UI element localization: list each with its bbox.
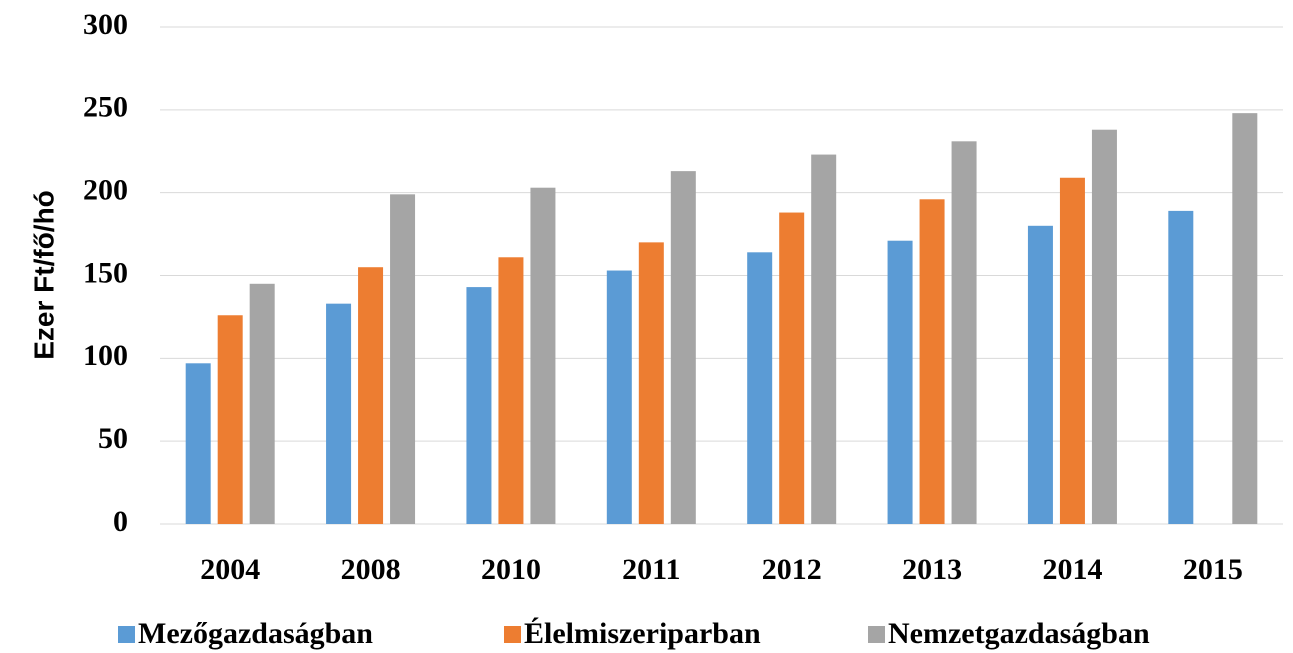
- y-tick-label: 50: [98, 422, 128, 455]
- y-tick-label: 150: [83, 256, 128, 289]
- bar: [390, 194, 416, 524]
- y-tick-label: 0: [113, 505, 128, 538]
- legend-swatch: [118, 626, 135, 643]
- bar: [498, 257, 524, 524]
- bar: [638, 242, 664, 524]
- bar: [919, 199, 945, 524]
- legend-swatch: [868, 626, 885, 643]
- bar: [670, 171, 696, 524]
- bar: [747, 252, 773, 524]
- legend-swatch: [504, 626, 521, 643]
- bar: [1027, 225, 1053, 525]
- x-tick-label: 2010: [481, 553, 541, 586]
- bar: [326, 303, 352, 524]
- bar: [1232, 113, 1258, 524]
- x-tick-label: 2012: [762, 553, 822, 586]
- bar: [811, 154, 837, 524]
- bar: [530, 187, 556, 525]
- x-tick-label: 2014: [1042, 553, 1102, 586]
- bar: [249, 283, 275, 524]
- bar: [466, 287, 492, 524]
- bar: [1059, 177, 1085, 525]
- legend-label: Élelmiszeriparban: [524, 617, 761, 650]
- bar: [185, 363, 211, 524]
- bar: [779, 212, 805, 524]
- y-tick-label: 250: [83, 91, 128, 124]
- x-tick-label: 2004: [200, 553, 260, 586]
- legend-label: Mezőgazdaságban: [138, 617, 373, 650]
- x-tick-label: 2015: [1183, 553, 1243, 586]
- bar: [1168, 210, 1194, 524]
- x-tick-label: 2008: [341, 553, 401, 586]
- y-tick-label: 300: [83, 8, 128, 41]
- x-tick-label: 2011: [622, 553, 680, 586]
- x-tick-label: 2013: [902, 553, 962, 586]
- bar: [1091, 129, 1117, 525]
- bar: [951, 141, 977, 524]
- y-tick-label: 200: [83, 174, 128, 207]
- y-axis-title: Ezer Ft/fő/hó: [28, 190, 59, 360]
- bar: [358, 267, 384, 524]
- bar: [217, 315, 243, 524]
- bar: [887, 240, 913, 524]
- legend-label: Nemzetgazdaságban: [888, 617, 1150, 650]
- bar: [606, 270, 632, 524]
- y-tick-label: 100: [83, 339, 128, 372]
